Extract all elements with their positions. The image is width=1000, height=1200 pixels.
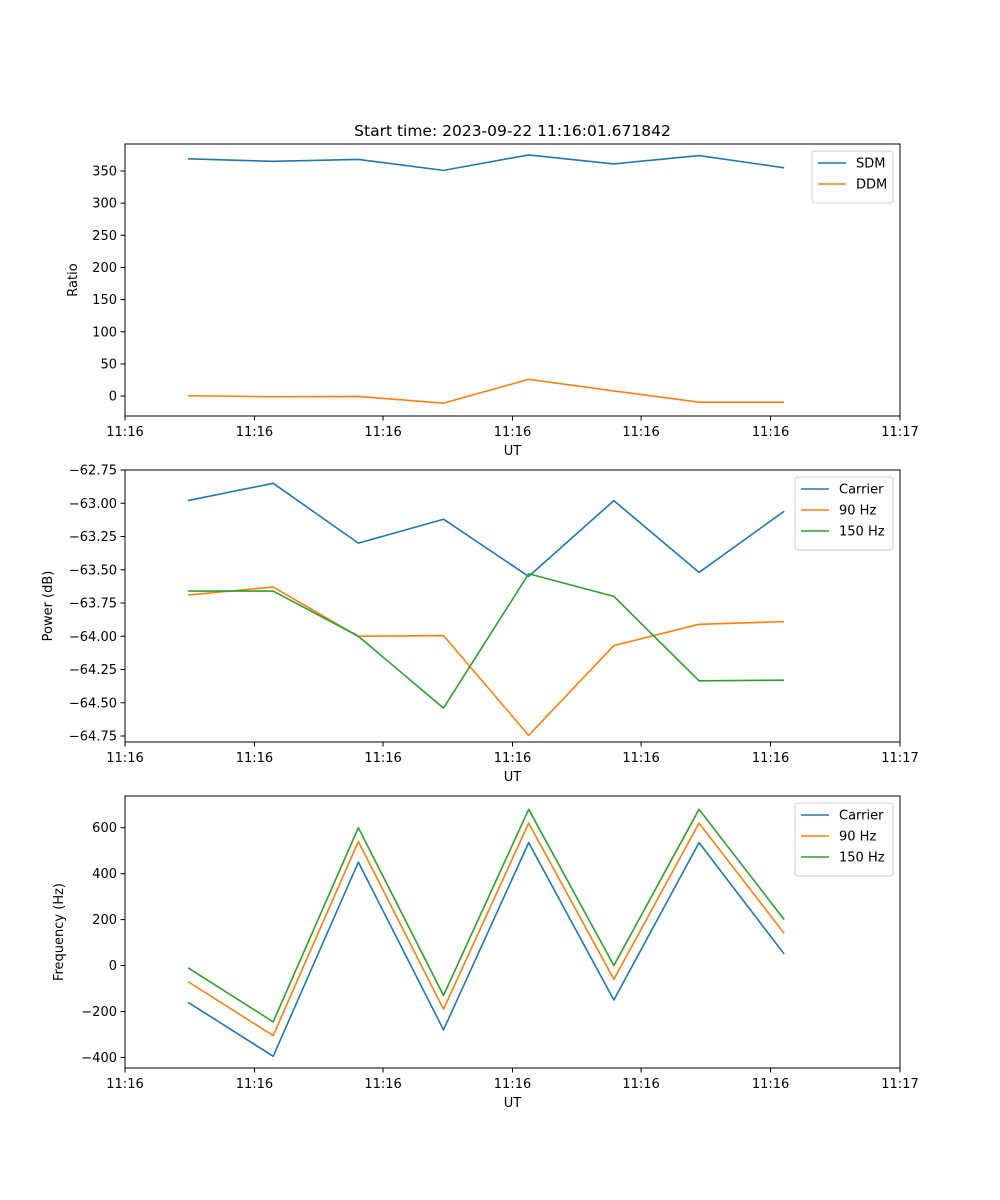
ratio-y-tick-label: 300: [92, 197, 117, 212]
frequency-series-line-1: [187, 822, 785, 1037]
power-y-tick-label: −63.25: [69, 530, 117, 545]
ratio-legend-label-1: DDM: [856, 178, 887, 193]
frequency-x-tick-label: 11:17: [881, 1077, 918, 1092]
power-x-tick-label: 11:16: [236, 751, 273, 766]
ratio-series-line-0: [187, 154, 785, 172]
ratio-panel: Start time: 2023-09-22 11:16:01.671842 1…: [66, 122, 919, 459]
power-x-tick-label: 11:17: [881, 751, 918, 766]
ratio-y-axis-label: Ratio: [66, 263, 81, 296]
frequency-y-tick-label: 0: [109, 959, 117, 974]
frequency-y-tick-label: −200: [81, 1005, 117, 1020]
frequency-x-tick-label: 11:16: [622, 1077, 659, 1092]
frequency-legend-label-0: Carrier: [839, 809, 884, 824]
frequency-x-tick-label: 11:16: [752, 1077, 789, 1092]
frequency-y-tick-label: −400: [81, 1051, 117, 1066]
frequency-legend-label-2: 150 Hz: [839, 851, 885, 866]
power-legend-label-0: Carrier: [839, 483, 884, 498]
power-series-line-0: [187, 482, 785, 578]
ratio-x-tick-label: 11:17: [881, 425, 918, 440]
power-series-line-2: [188, 572, 785, 709]
frequency-y-tick-label: 200: [92, 913, 117, 928]
frequency-series-line-0: [187, 841, 785, 1058]
frequency-x-tick-label: 11:16: [236, 1077, 273, 1092]
frequency-x-tick-label: 11:16: [494, 1077, 531, 1092]
ratio-y-tick-label: 50: [100, 357, 117, 372]
ratio-x-tick-label: 11:16: [752, 425, 789, 440]
ratio-legend-box: [811, 150, 894, 204]
power-y-tick-label: −64.00: [69, 630, 117, 645]
ratio-x-tick-label: 11:16: [106, 425, 143, 440]
power-series-line-1: [187, 586, 785, 737]
power-x-tick-label: 11:16: [494, 751, 531, 766]
power-x-axis-label: UT: [504, 770, 522, 785]
frequency-y-tick-label: 600: [92, 821, 117, 836]
power-y-tick-label: −63.50: [69, 563, 117, 578]
power-y-tick-label: −63.75: [69, 597, 117, 612]
ratio-y-tick-label: 250: [92, 229, 117, 244]
power-legend-label-1: 90 Hz: [839, 504, 876, 519]
power-panel: 11:16 11:16 11:16 11:16 11:16 11:16 11:17 −62.7…: [41, 464, 919, 786]
power-y-tick-label: −64.25: [69, 663, 117, 678]
power-x-tick-label: 11:16: [106, 751, 143, 766]
frequency-series-line-2: [187, 808, 785, 1023]
ratio-y-tick-label: 150: [92, 293, 117, 308]
ratio-x-tick-label: 11:16: [622, 425, 659, 440]
ratio-x-tick-label: 11:16: [494, 425, 531, 440]
ratio-y-tick-label: 200: [92, 261, 117, 276]
frequency-x-tick-label: 11:16: [106, 1077, 143, 1092]
power-x-tick-label: 11:16: [364, 751, 401, 766]
frequency-x-tick-label: 11:16: [364, 1077, 401, 1092]
power-x-tick-label: 11:16: [622, 751, 659, 766]
ratio-y-tick-label: 0: [109, 390, 117, 405]
frequency-x-axis-label: UT: [504, 1096, 522, 1111]
ratio-legend-label-0: SDM: [856, 157, 885, 172]
power-y-tick-label: −64.75: [69, 730, 117, 745]
ratio-legend: SDM DDM: [811, 150, 894, 204]
ratio-panel-title: Start time: 2023-09-22 11:16:01.671842: [354, 122, 671, 140]
ratio-x-tick-label: 11:16: [236, 425, 273, 440]
frequency-legend-label-1: 90 Hz: [839, 830, 876, 845]
power-x-tick-label: 11:16: [752, 751, 789, 766]
frequency-legend: Carrier 90 Hz 150 Hz: [794, 802, 894, 877]
ratio-x-axis-label: UT: [504, 444, 522, 459]
frequency-y-axis-label: Frequency (Hz): [52, 883, 67, 981]
power-y-tick-label: −62.75: [69, 464, 117, 479]
frequency-panel: 11:16 11:16 11:16 11:16 11:16 11:16 11:17 −400 −…: [52, 795, 919, 1111]
power-y-tick-label: −64.50: [69, 696, 117, 711]
ratio-y-tick-label: 100: [92, 325, 117, 340]
ratio-series-line-1: [188, 378, 785, 404]
power-legend-label-2: 150 Hz: [839, 525, 885, 540]
power-legend: Carrier 90 Hz 150 Hz: [794, 476, 894, 551]
ratio-y-tick-label: 350: [92, 165, 117, 180]
power-y-tick-label: −63.00: [69, 497, 117, 512]
ratio-x-tick-label: 11:16: [364, 425, 401, 440]
power-y-axis-label: Power (dB): [41, 571, 56, 642]
frequency-y-tick-label: 400: [92, 867, 117, 882]
